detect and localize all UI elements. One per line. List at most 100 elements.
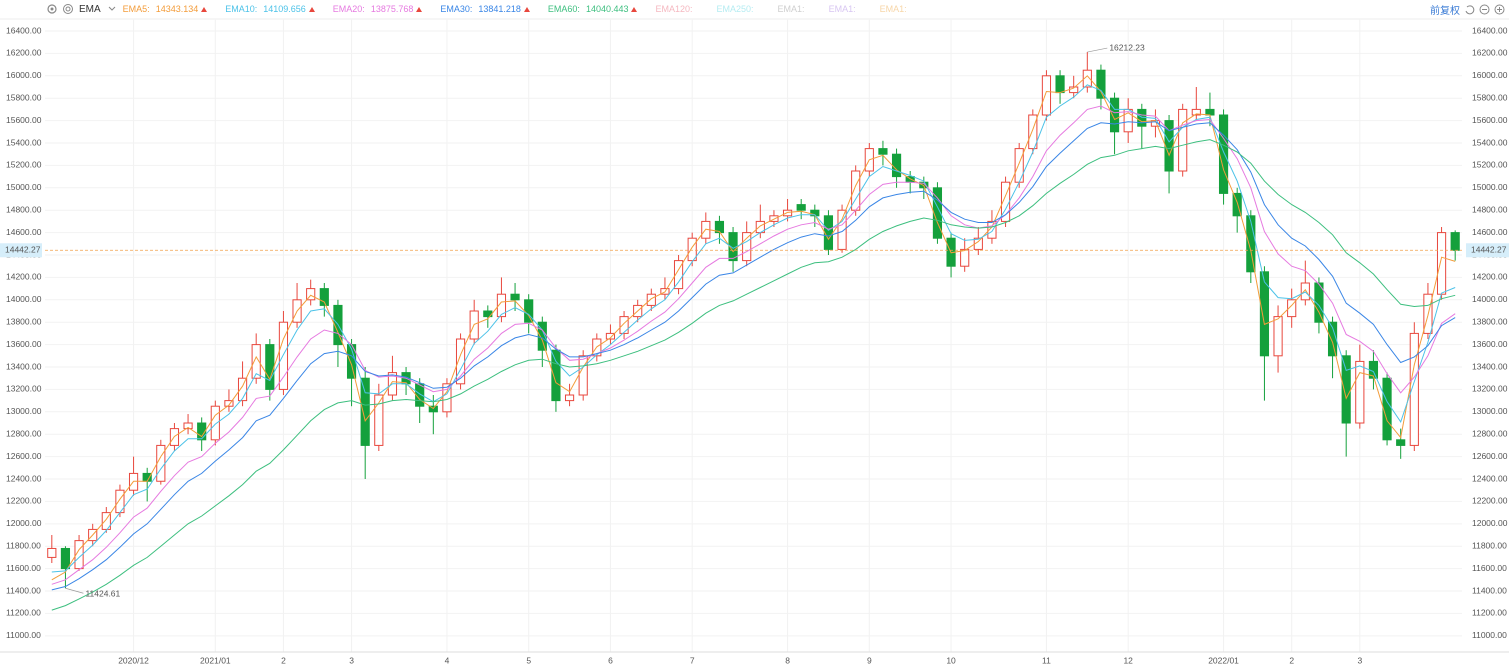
settings-icon[interactable] <box>46 3 58 15</box>
candle-body <box>510 293 520 301</box>
max-pointer <box>1087 47 1108 53</box>
zoom-in-icon[interactable] <box>1494 4 1505 15</box>
y-tick-label: 16200.00 <box>6 48 42 58</box>
y-tick-label-right: 11800.00 <box>1472 540 1507 550</box>
candle-body <box>1232 192 1242 217</box>
candle-body <box>1028 114 1038 150</box>
x-tick-label: 2022/01 <box>1208 655 1239 665</box>
legend-item: EMA10: 14109.656 <box>225 4 315 14</box>
candle-body <box>1014 148 1024 183</box>
y-tick-label-right: 16400.00 <box>1472 25 1508 35</box>
candle-body <box>564 394 575 402</box>
y-tick-label: 11800.00 <box>6 540 41 550</box>
y-tick-label: 14000.00 <box>6 294 42 304</box>
candle-body <box>1341 355 1351 424</box>
candle-body <box>769 215 779 222</box>
legend-item: EMA20: 13875.768 <box>333 4 423 14</box>
trend-icon <box>416 7 423 12</box>
y-tick-label-right: 14800.00 <box>1472 204 1508 214</box>
candle-body <box>1082 69 1092 88</box>
indicator-name[interactable]: EMA <box>79 3 101 15</box>
x-tick-label: 2021/01 <box>200 655 231 665</box>
y-tick-label-right: 15400.00 <box>1472 137 1508 147</box>
candle-body <box>265 344 275 390</box>
x-tick-label: 2 <box>1289 655 1294 665</box>
candle-body <box>101 512 111 530</box>
legend-value: 14343.134 <box>155 4 199 14</box>
y-tick-label: 13200.00 <box>6 384 42 394</box>
undo-icon[interactable] <box>1464 4 1475 15</box>
trend-icon <box>631 7 638 12</box>
ema-line <box>51 105 1456 585</box>
legend-value: 14109.656 <box>263 4 306 14</box>
legend-item: EMA120: <box>655 4 698 14</box>
y-tick-label-right: 14000.00 <box>1472 294 1508 304</box>
legend-name: EMA60: <box>547 4 580 14</box>
x-tick-label: 7 <box>690 655 695 665</box>
candle-body <box>687 237 697 262</box>
x-tick-label: 6 <box>608 655 613 665</box>
candle-body <box>524 299 534 323</box>
legend-item: EMA1: <box>829 4 862 14</box>
y-tick-label-right: 16200.00 <box>1472 48 1508 58</box>
x-tick-label: 4 <box>445 655 450 665</box>
candle-body <box>319 288 329 306</box>
y-tick-label: 11600.00 <box>6 563 41 573</box>
y-tick-label-right: 15600.00 <box>1472 115 1508 125</box>
min-pointer <box>65 587 84 594</box>
toggle-icon[interactable] <box>62 3 74 15</box>
x-tick-label: 10 <box>946 655 956 665</box>
candle-body <box>210 405 220 441</box>
y-tick-label-right: 11200.00 <box>1472 608 1507 618</box>
candle-body <box>1314 282 1324 323</box>
y-tick-label-right: 14600.00 <box>1472 227 1508 237</box>
ema-line <box>51 139 1456 611</box>
y-tick-label: 11000.00 <box>6 630 41 640</box>
last-price-box-right <box>1466 243 1509 258</box>
last-price-label: 14442.27 <box>5 245 41 255</box>
candle-body <box>891 153 902 178</box>
y-tick-label: 13800.00 <box>6 316 42 326</box>
candle-body <box>1409 332 1419 446</box>
ema-line <box>51 75 1456 581</box>
zoom-out-icon[interactable] <box>1479 4 1490 15</box>
candle-body <box>1178 108 1188 172</box>
y-tick-label: 15200.00 <box>6 160 42 170</box>
candle-body <box>1436 232 1447 295</box>
last-price-label-right: 14442.27 <box>1471 245 1507 255</box>
candle-body <box>823 215 834 250</box>
candle-body <box>1096 69 1106 99</box>
x-tick-label: 12 <box>1123 655 1133 665</box>
y-tick-label-right: 13400.00 <box>1472 361 1508 371</box>
legend-name: EMA1: <box>879 4 907 14</box>
legend-name: EMA120: <box>655 4 693 14</box>
y-tick-label: 13000.00 <box>6 406 42 416</box>
candle-body <box>987 220 997 239</box>
legend-item: EMA250: <box>717 4 760 14</box>
y-tick-label-right: 13800.00 <box>1472 316 1508 326</box>
candle-body <box>360 377 370 446</box>
y-tick-label-right: 13000.00 <box>1472 406 1508 416</box>
y-tick-label-right: 15000.00 <box>1472 182 1508 192</box>
x-tick-label: 3 <box>1357 655 1362 665</box>
y-tick-label-right: 12400.00 <box>1472 473 1508 483</box>
legend-name: EMA250: <box>716 4 754 14</box>
candle-body <box>919 181 929 189</box>
legend: EMA5: 14343.134 EMA10: 14109.656 EMA20: 13875… <box>123 4 931 14</box>
candle-body <box>1382 377 1392 441</box>
y-tick-label: 13400.00 <box>6 361 42 371</box>
candle-body <box>837 209 847 250</box>
y-tick-label: 12400.00 <box>6 473 42 483</box>
trend-icon <box>308 7 315 12</box>
y-tick-label-right: 11000.00 <box>1472 630 1507 640</box>
ema-line <box>51 84 1456 573</box>
y-tick-label: 15000.00 <box>6 182 42 192</box>
adjust-button[interactable]: 前复权 <box>1430 6 1460 17</box>
y-tick-label-right: 12000.00 <box>1472 518 1508 528</box>
dropdown-arrow[interactable] <box>107 4 117 14</box>
candle-body <box>1355 360 1365 424</box>
toolbar: 前复权 <box>1430 2 1505 17</box>
candle-body <box>782 209 793 217</box>
candle-body <box>197 422 207 441</box>
trend-icon <box>523 7 530 12</box>
